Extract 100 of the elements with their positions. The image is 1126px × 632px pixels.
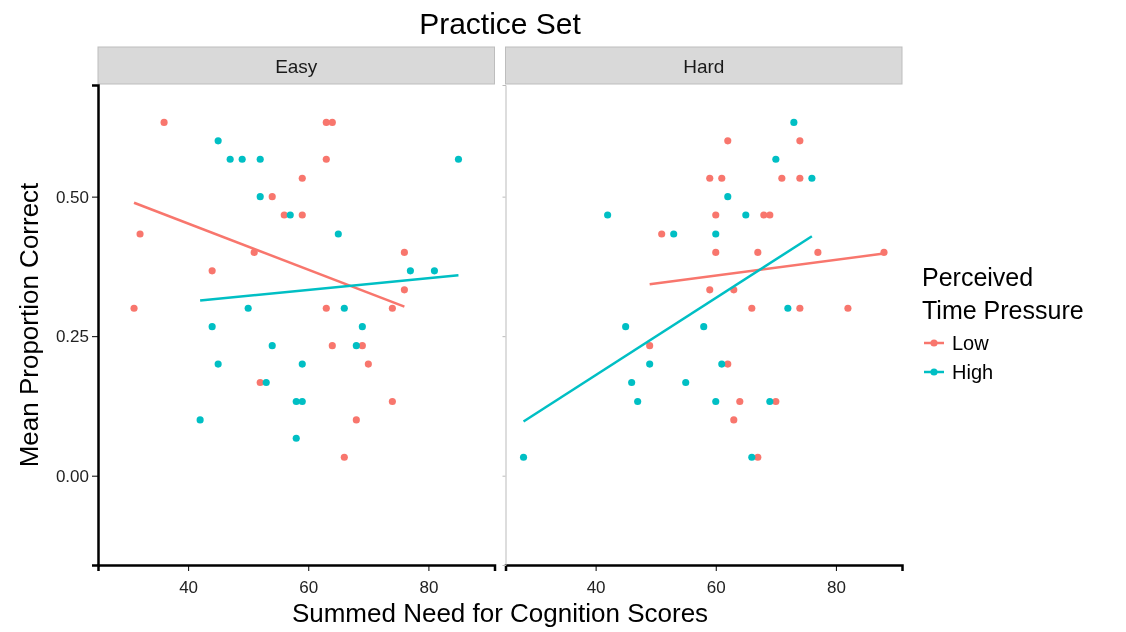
point [322,155,330,163]
point [796,304,804,312]
point [268,342,276,350]
x-tick-label: 40 [179,577,199,597]
point [208,267,216,275]
point [352,342,360,350]
x-axis-title: Summed Need for Cognition Scores [291,598,709,628]
point [706,286,714,294]
chart-subtitle: Easy [275,56,318,77]
point [712,211,720,219]
point [298,174,306,182]
point [328,118,336,126]
y-axis-title: Mean Proportion Correct [14,181,44,468]
point [358,323,366,331]
point [718,174,726,182]
point [286,211,294,219]
point [796,174,804,182]
chart-subtitle: Hard [683,56,725,77]
point [814,248,822,256]
legend-label: High [952,361,994,383]
point [844,304,852,312]
point [670,230,678,238]
point [778,174,786,182]
point [322,304,330,312]
point [604,211,612,219]
point [790,118,798,126]
point [292,397,300,406]
point [706,174,714,182]
point [724,137,732,145]
point [712,230,720,238]
x-tick-label: 40 [586,577,606,597]
point [748,304,756,312]
point [754,453,762,461]
point [772,155,780,163]
point [406,267,414,275]
y-tick-label: 0.25 [55,327,89,347]
point [682,378,690,387]
point [226,155,234,163]
point [340,453,348,461]
point [340,304,348,312]
point [808,174,816,182]
point [718,360,726,368]
point [454,155,463,163]
point [712,248,720,256]
point [646,360,654,368]
point [700,323,708,331]
point [280,211,288,219]
x-tick-label: 80 [419,577,439,597]
point [256,193,264,201]
point [364,360,372,368]
point [622,323,630,331]
chart-title: Practice Set [419,7,582,40]
point [214,360,222,368]
y-tick-label: 0.50 [55,187,89,207]
y-tick-label: 0.00 [55,466,89,486]
point [784,304,792,312]
point [352,416,360,424]
point [754,248,762,256]
legend-title: Perceived Time Pressure [922,263,1084,324]
point [634,397,642,406]
point [388,397,396,406]
point [238,155,246,163]
point [712,397,720,406]
point [766,211,774,219]
point [256,155,264,163]
point [214,137,222,145]
point [748,453,756,461]
point [766,397,774,406]
point [208,323,216,331]
point [196,416,204,424]
point [646,342,654,350]
point [298,360,306,368]
point [730,416,738,424]
point [160,118,168,126]
point [136,230,144,238]
point [724,193,732,201]
point [724,360,732,368]
point [400,248,408,256]
x-tick-label: 80 [826,577,846,597]
point [519,453,528,461]
point [262,378,270,387]
point [736,397,744,406]
point [130,304,138,312]
point [256,378,264,387]
point [772,397,780,406]
point [298,211,306,219]
point [742,211,750,219]
point [400,286,408,294]
x-tick-label: 60 [299,577,319,597]
point [796,137,804,145]
point [334,230,342,238]
point [328,342,336,350]
point [658,230,666,238]
point [244,304,252,312]
point [298,397,306,406]
point [322,118,330,126]
point [292,434,300,442]
point [268,193,276,201]
point [388,304,396,312]
point [358,342,366,350]
